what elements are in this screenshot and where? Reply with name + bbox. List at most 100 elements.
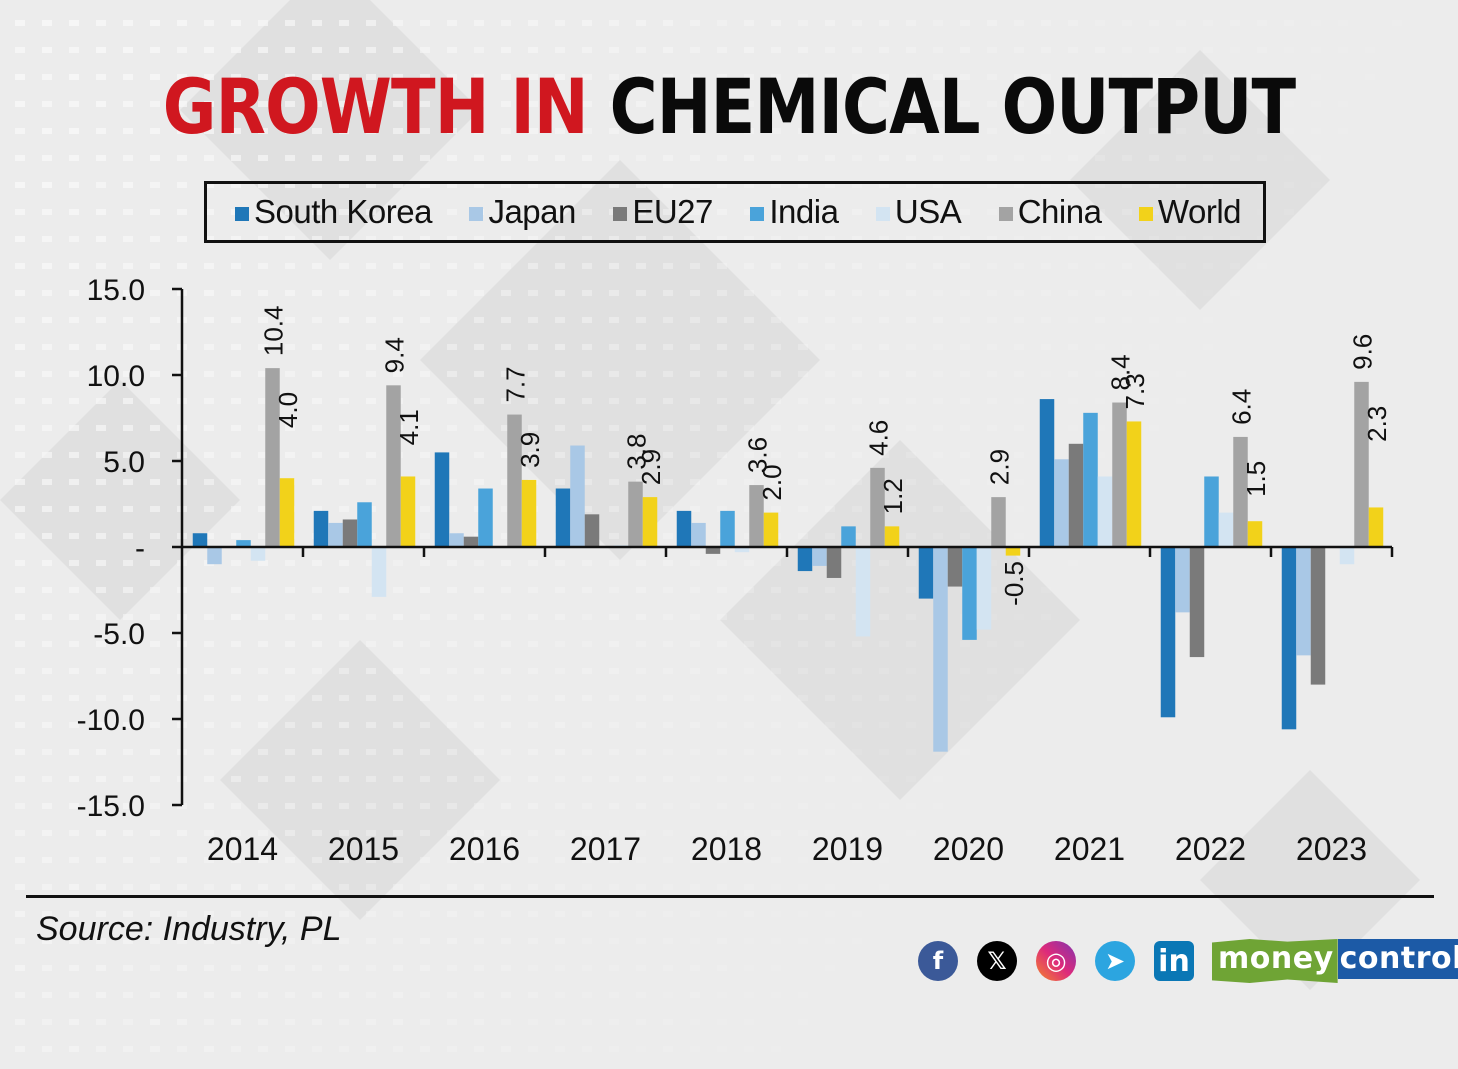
legend-item-japan: Japan <box>469 193 576 231</box>
bar-japan-2023 <box>1296 547 1311 656</box>
legend-label: China <box>1017 193 1102 230</box>
bar-world-2019 <box>884 526 900 547</box>
legend-swatch <box>1138 207 1153 221</box>
bar-world-2022 <box>1247 521 1263 547</box>
data-label-world-2016: 3.9 <box>515 432 545 468</box>
bar-india-2020 <box>962 547 977 640</box>
y-tick-label: 5.0 <box>103 446 145 479</box>
bar-world-2020 <box>1005 547 1021 556</box>
bar-japan-2016 <box>449 533 464 547</box>
brand-control: control <box>1337 939 1458 979</box>
y-tick-label: - <box>135 532 145 565</box>
bar-south-korea-2022 <box>1160 547 1176 718</box>
x-tick-label: 2020 <box>933 831 1004 867</box>
bar-india-2022 <box>1204 476 1219 547</box>
data-label-china-2016: 7.7 <box>501 366 531 402</box>
x-tick-label: 2014 <box>207 831 278 867</box>
bar-china-2018 <box>749 485 764 547</box>
bar-south-korea-2021 <box>1039 399 1055 547</box>
bar-india-2019 <box>841 526 856 547</box>
bar-usa-2019 <box>855 547 871 637</box>
telegram-icon[interactable]: ➤ <box>1095 941 1135 981</box>
bar-china-2020 <box>991 497 1006 547</box>
y-tick-label: -5.0 <box>93 618 145 651</box>
bar-world-2018 <box>763 512 779 547</box>
bar-world-2023 <box>1368 507 1384 547</box>
data-label-china-2015: 9.4 <box>380 337 410 373</box>
bar-china-2022 <box>1233 436 1248 547</box>
bar-usa-2022 <box>1218 512 1234 547</box>
legend-label: India <box>769 193 839 230</box>
legend-swatch <box>235 207 249 221</box>
facebook-icon[interactable]: f <box>918 941 958 981</box>
instagram-icon[interactable]: ◎ <box>1036 941 1076 981</box>
bar-china-2023 <box>1354 381 1369 547</box>
data-label-china-2014: 10.4 <box>259 306 289 357</box>
footer-divider <box>26 895 1434 898</box>
y-tick-label: 10.0 <box>87 360 145 393</box>
data-label-china-2019: 4.6 <box>864 420 894 456</box>
bar-china-2016 <box>507 414 522 547</box>
bar-eu27-2015 <box>342 519 358 547</box>
bar-eu27-2020 <box>947 547 963 587</box>
bar-world-2015 <box>400 476 416 547</box>
bar-japan-2014 <box>207 547 222 565</box>
bar-china-2021 <box>1112 402 1127 547</box>
bar-usa-2020 <box>976 547 992 630</box>
x-tick-label: 2015 <box>328 831 399 867</box>
page-title: GROWTH IN CHEMICAL OUTPUT <box>102 62 1356 152</box>
data-label-world-2023: 2.3 <box>1362 406 1392 442</box>
data-label-world-2020: -0.5 <box>999 561 1029 606</box>
data-label-china-2017: 3.8 <box>622 433 652 469</box>
bar-india-2018 <box>720 510 735 547</box>
bar-eu27-2022 <box>1189 547 1205 658</box>
legend-swatch <box>750 207 765 221</box>
bar-japan-2015 <box>328 522 343 547</box>
data-label-world-2018: 2.0 <box>757 464 787 500</box>
bar-south-korea-2020 <box>918 547 934 599</box>
social-links: f 𝕏 ◎ ➤ in <box>918 941 1213 981</box>
bar-eu27-2018 <box>705 547 721 554</box>
bar-japan-2017 <box>570 445 585 547</box>
y-tick-label: -10.0 <box>77 704 145 737</box>
bar-japan-2020 <box>933 547 948 752</box>
bar-world-2017 <box>642 497 658 547</box>
data-label-china-2020: 2.9 <box>985 449 1015 485</box>
bar-south-korea-2023 <box>1281 547 1297 730</box>
data-label-china-2023: 9.6 <box>1348 334 1378 370</box>
bar-india-2015 <box>357 502 372 547</box>
bar-india-2014 <box>236 540 251 547</box>
bar-world-2016 <box>521 479 537 547</box>
bar-usa-2023 <box>1339 547 1355 565</box>
bar-south-korea-2018 <box>676 510 692 547</box>
legend-label: South Korea <box>254 193 432 230</box>
legend-swatch <box>998 207 1013 221</box>
data-label-world-2015: 4.1 <box>394 409 424 445</box>
data-label-china-2021: 8.4 <box>1106 354 1136 390</box>
y-tick-label: 15.0 <box>87 274 145 307</box>
moneycontrol-logo[interactable]: money control <box>1212 939 1458 983</box>
bar-india-2021 <box>1083 412 1098 547</box>
linkedin-icon[interactable]: in <box>1154 941 1194 981</box>
bar-south-korea-2019 <box>797 547 813 572</box>
legend-swatch <box>875 207 890 221</box>
bar-usa-2015 <box>371 547 387 597</box>
legend-label: Japan <box>488 193 576 230</box>
bar-japan-2018 <box>691 522 706 547</box>
legend-item-eu27: EU27 <box>613 193 713 231</box>
y-tick-label: -15.0 <box>77 790 145 823</box>
x-icon[interactable]: 𝕏 <box>977 941 1017 981</box>
bar-usa-2018 <box>734 547 750 553</box>
legend-item-india: India <box>750 193 839 231</box>
data-label-china-2022: 6.4 <box>1227 389 1257 425</box>
bar-china-2017 <box>628 481 643 547</box>
bar-south-korea-2017 <box>555 488 571 547</box>
bar-world-2014 <box>279 478 295 547</box>
bar-china-2019 <box>870 467 885 547</box>
bar-eu27-2021 <box>1068 443 1084 547</box>
x-tick-label: 2018 <box>691 831 762 867</box>
x-tick-label: 2019 <box>812 831 883 867</box>
brand-money: money <box>1212 939 1338 983</box>
x-tick-label: 2017 <box>570 831 641 867</box>
